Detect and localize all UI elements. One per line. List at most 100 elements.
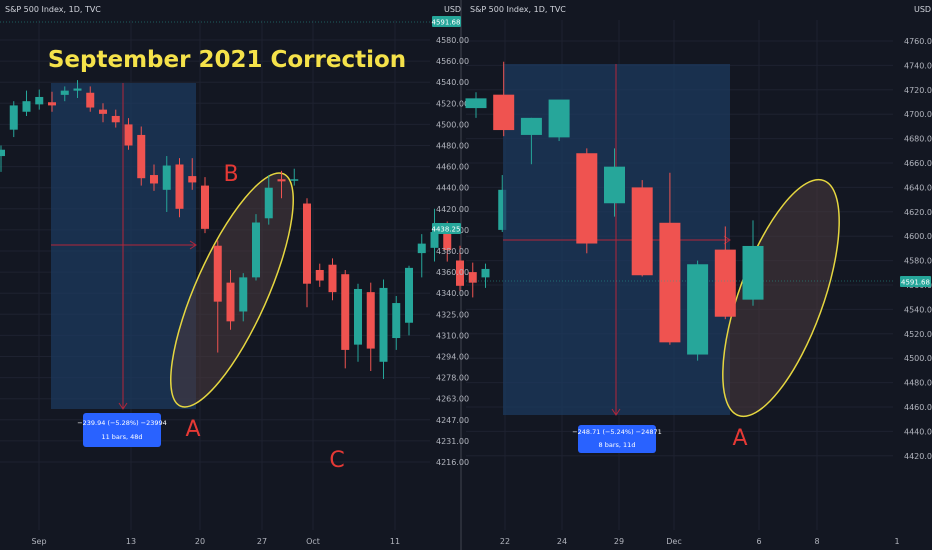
- currency-label-right: USD: [914, 5, 931, 14]
- y-tick-label: 4500.00: [904, 354, 932, 363]
- candle-body: [714, 249, 736, 317]
- candle-body: [213, 245, 222, 302]
- candle-body: [742, 245, 764, 300]
- candle-body: [392, 303, 401, 339]
- candle-body: [99, 109, 107, 114]
- y-tick-label: 4520.00: [904, 330, 932, 339]
- candle-body: [315, 269, 324, 281]
- candle-body: [60, 90, 69, 95]
- candle-body: [303, 203, 311, 284]
- y-tick-label: 4278.00: [436, 374, 469, 383]
- candle-body: [124, 124, 133, 146]
- y-tick-label: 4600.00: [904, 232, 932, 241]
- x-tick-label: 11: [390, 537, 400, 546]
- x-tick-label: Sep: [31, 537, 46, 546]
- candle-body: [354, 288, 362, 345]
- wave-a-ellipse: [722, 178, 840, 418]
- wave-label-c: C: [329, 448, 344, 473]
- x-tick-label: Oct: [306, 537, 320, 546]
- price-tag-top-label: 4591.68: [432, 19, 461, 27]
- range-arrow-down: [118, 402, 128, 410]
- candle-body: [252, 222, 260, 278]
- measure-change: −239.94 (−5.28%) −23994: [77, 419, 167, 427]
- y-tick-label: 4440.00: [436, 184, 469, 193]
- candle-body: [48, 102, 56, 106]
- x-tick-label: 24: [557, 537, 567, 546]
- y-tick-label: 4420.00: [904, 452, 932, 461]
- x-tick-label: Dec: [666, 537, 681, 546]
- candle-body: [328, 264, 337, 293]
- y-tick-label: 4700.00: [904, 110, 932, 119]
- x-tick-label: 22: [500, 537, 510, 546]
- y-tick-label: 4216.00: [436, 458, 469, 467]
- candle-body: [150, 175, 158, 184]
- measure-box: [83, 413, 161, 447]
- candle-body: [498, 189, 507, 230]
- y-tick-label: 4660.00: [904, 159, 932, 168]
- y-tick-label: 4325.00: [436, 310, 469, 319]
- wave-label-a-right: A: [732, 426, 747, 451]
- y-tick-label: 4420.00: [436, 205, 469, 214]
- y-tick-label: 4520.00: [436, 99, 469, 108]
- measure-bars-right: 8 bars, 11d: [599, 441, 636, 449]
- y-tick-label: 4460.00: [904, 403, 932, 412]
- wave-label-b: B: [223, 162, 238, 187]
- x-tick-label: 6: [756, 537, 761, 546]
- candle-body: [659, 222, 681, 343]
- candle-body: [0, 149, 5, 157]
- y-tick-label: 4720.00: [904, 86, 932, 95]
- candle-body: [379, 287, 388, 362]
- candle-body: [341, 274, 350, 350]
- candle-body: [175, 164, 184, 209]
- x-tick-label: 8: [814, 537, 819, 546]
- candle-body: [9, 105, 18, 130]
- measure-change-right: −248.71 (−5.24%) −24871: [572, 428, 662, 436]
- candle-body: [604, 166, 625, 204]
- range-arrow-right: [189, 240, 197, 250]
- candle-body: [456, 260, 464, 286]
- measure-box-right: [578, 425, 656, 453]
- x-tick-label: 13: [126, 537, 136, 546]
- candle-body: [73, 88, 82, 91]
- candle-body: [111, 115, 120, 123]
- y-tick-label: 4680.00: [904, 135, 932, 144]
- candle-body: [201, 185, 209, 229]
- y-tick-label: 4580.00: [436, 36, 469, 45]
- x-tick-label-corner: 1: [894, 537, 899, 546]
- candle-body: [264, 187, 273, 219]
- x-tick-label: 27: [257, 537, 267, 546]
- wave-label-a: A: [185, 417, 200, 442]
- y-tick-label: 4580.00: [904, 257, 932, 266]
- y-tick-label: 4380.00: [436, 247, 469, 256]
- y-tick-label: 4480.00: [904, 379, 932, 388]
- candle-body: [162, 165, 171, 190]
- range-arrow-down-right: [611, 408, 621, 416]
- candle-body: [481, 268, 490, 278]
- x-tick-label: 20: [195, 537, 205, 546]
- candle-body: [443, 230, 452, 250]
- candle-body: [277, 179, 286, 182]
- candle-body: [239, 277, 248, 312]
- candle-body: [366, 292, 375, 349]
- y-tick-label: 4560.00: [436, 57, 469, 66]
- measure-bars: 11 bars, 48d: [101, 433, 142, 441]
- candle-body: [417, 243, 426, 254]
- candle-body: [35, 96, 44, 105]
- range-arrow-right-right: [723, 235, 731, 245]
- y-tick-label: 4360.00: [436, 268, 469, 277]
- currency-label: USD: [444, 5, 461, 14]
- price-tag-top: [432, 16, 461, 27]
- y-tick-label: 4540.00: [904, 305, 932, 314]
- y-tick-label: 4460.00: [436, 163, 469, 172]
- candle-body: [520, 117, 542, 135]
- candle-body: [465, 98, 487, 109]
- y-tick-label: 4640.00: [904, 183, 932, 192]
- chart-header-right: S&P 500 Index, 1D, TVC: [470, 5, 566, 14]
- candle-body: [137, 134, 146, 179]
- y-tick-label: 4500.00: [436, 120, 469, 129]
- y-tick-label: 4480.00: [436, 142, 469, 151]
- y-tick-label: 4247.00: [436, 416, 469, 425]
- y-tick-label: 4740.00: [904, 61, 932, 70]
